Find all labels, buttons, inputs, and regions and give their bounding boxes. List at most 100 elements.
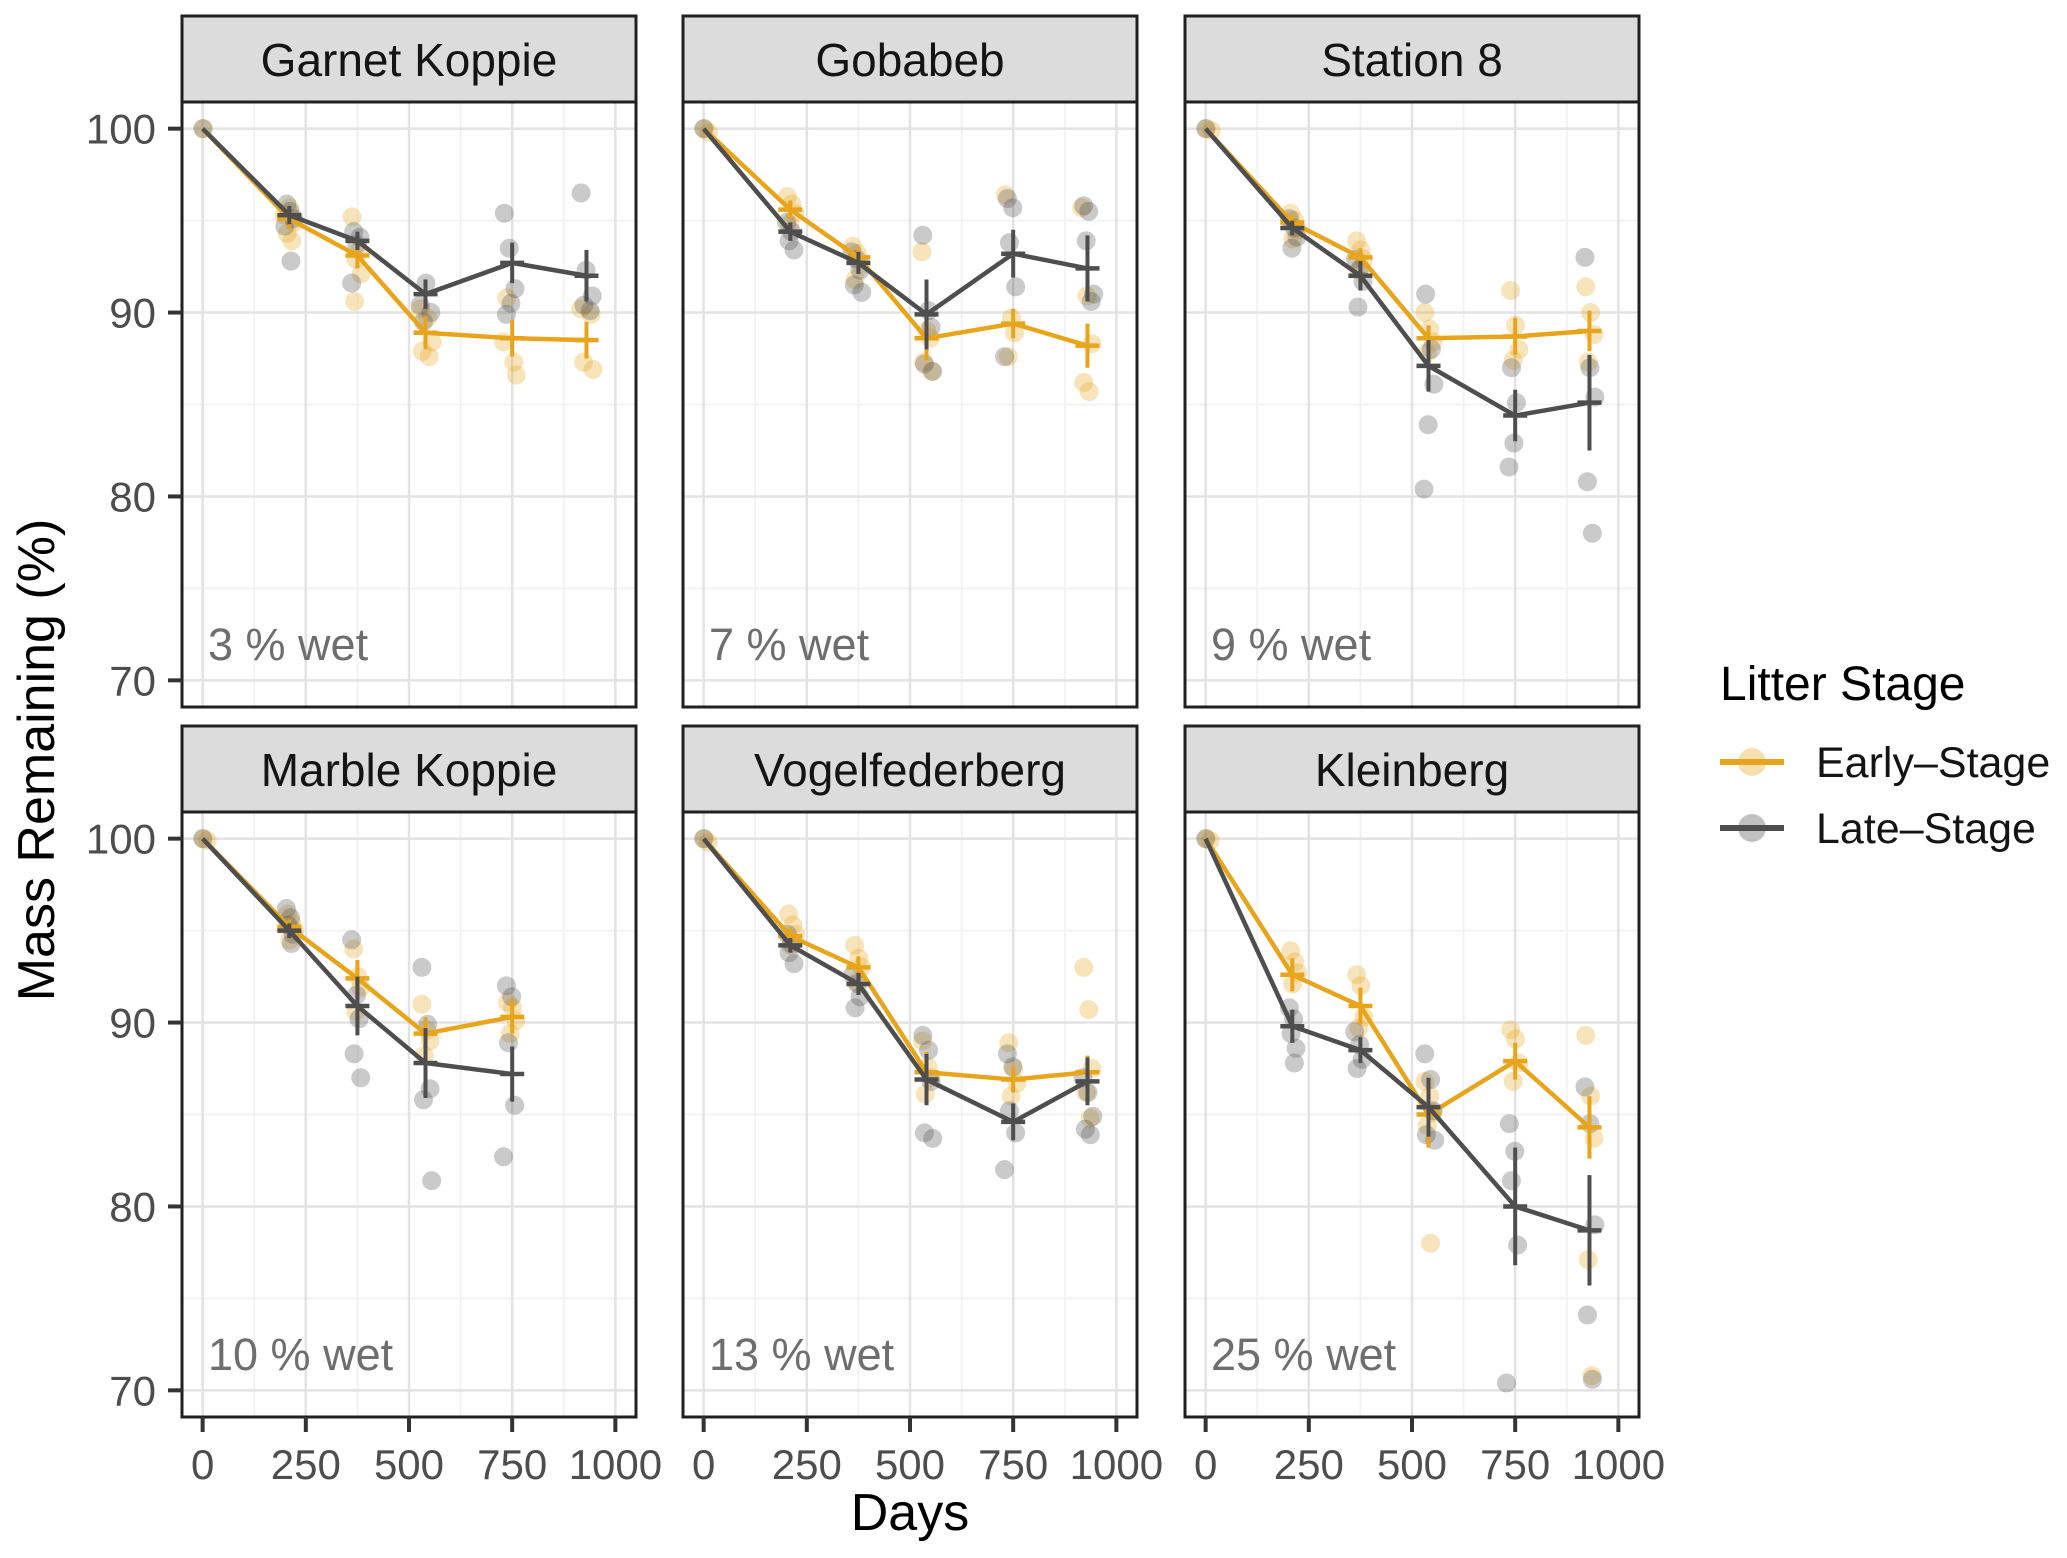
data-point [784,240,804,260]
panels-layer: Garnet Koppie 3 % wet 100 90 80 70 Gobabeb 7 % … [86,14,1665,1488]
data-point [1508,1235,1528,1255]
data-point [497,288,517,308]
panel-gobabeb: Gobabeb 7 % wet [681,14,1139,709]
facet-strip-title: Garnet Koppie [261,34,558,86]
data-point [574,295,594,315]
y-axis-title: Mass Remaining (%) [8,519,66,1002]
data-point [913,225,933,245]
data-point [1079,382,1099,402]
y-tick-label: 90 [109,290,156,337]
data-point [1497,1373,1517,1393]
summary-late [1203,127,1602,451]
summary-early [1203,127,1602,355]
data-point [351,264,371,284]
data-point [1415,1044,1435,1064]
data-point [1421,1070,1441,1090]
data-point [1006,277,1026,297]
data-point [1414,479,1434,499]
data-point [282,231,302,251]
data-point [1348,297,1368,317]
data-point [995,1160,1015,1180]
y-tick-label: 80 [109,473,156,520]
data-point [1415,303,1435,323]
data-point [1001,1086,1021,1106]
data-point [498,1033,518,1053]
data-point [1345,1022,1365,1042]
data-point [412,957,432,977]
y-tick-label: 70 [109,657,156,704]
summary-late [701,837,1100,1141]
wetness-annotation: 13 % wet [709,1329,895,1380]
data-point [583,360,603,380]
data-point [845,269,865,289]
facet-strip [180,14,638,104]
data-point [276,899,296,919]
x-tick-label: 0 [1194,1441,1217,1488]
data-point [1421,339,1441,359]
wetness-annotation: 25 % wet [1211,1329,1397,1380]
data-point [999,233,1019,253]
data-point [999,1033,1019,1053]
data-point [506,365,526,385]
data-point [912,242,932,262]
data-point [1501,358,1521,378]
data-point [995,347,1015,367]
x-tick-label: 750 [978,1441,1048,1488]
data-point [1281,941,1301,961]
data-point [1418,415,1438,435]
x-axis-title: Days [851,1484,969,1542]
data-point [1003,198,1023,218]
points-late [694,119,1104,381]
mean-line-early [701,837,1088,1082]
data-point [1075,1119,1095,1139]
mean-line-early [1203,837,1591,1130]
data-point [923,361,943,381]
data-point [1074,372,1094,392]
legend-title: Litter Stage [1720,658,1965,711]
data-point [1499,1114,1519,1134]
data-point [581,304,601,324]
data-point [1006,1123,1026,1143]
data-point [1282,238,1302,258]
x-tick-label: 0 [692,1441,715,1488]
facet-strip [681,14,1139,104]
data-point [995,185,1015,205]
summary-late [201,127,599,309]
data-point [997,189,1017,209]
data-point [344,939,364,959]
data-point [1072,198,1092,218]
panel-vogelfederberg: Vogelfederberg 13 % wet 0 250 500 750 1000 [681,724,1163,1488]
data-point [500,1024,520,1044]
data-point [1504,433,1524,453]
data-point [914,354,934,374]
data-point [1416,1125,1436,1145]
x-tick-label: 750 [1480,1441,1550,1488]
legend-entry-early-label: Early–Stage [1816,739,2050,787]
x-tick-label: 0 [191,1441,214,1488]
summary-late [200,837,525,1102]
data-point [505,1095,525,1115]
data-point [1577,472,1597,492]
data-point [1074,196,1094,216]
data-point [1079,201,1099,221]
data-point [1575,1077,1595,1097]
facet-strip [681,724,1139,814]
data-point [342,273,362,293]
data-point [1499,457,1519,477]
x-tick-label: 250 [271,1441,341,1488]
data-point [1347,965,1367,985]
data-point [845,935,865,955]
facet-strip-title: Vogelfederberg [754,744,1066,796]
data-point [342,207,362,227]
data-point [922,361,942,381]
facet-strip [180,724,638,814]
wetness-annotation: 9 % wet [1211,619,1372,670]
data-point [844,275,864,295]
data-point [845,998,865,1018]
facet-strip [1183,14,1641,104]
x-tick-label: 250 [1274,1441,1344,1488]
data-point [504,352,524,372]
data-point [1079,1000,1099,1020]
y-tick-label: 100 [86,816,156,863]
data-point [923,1128,943,1148]
